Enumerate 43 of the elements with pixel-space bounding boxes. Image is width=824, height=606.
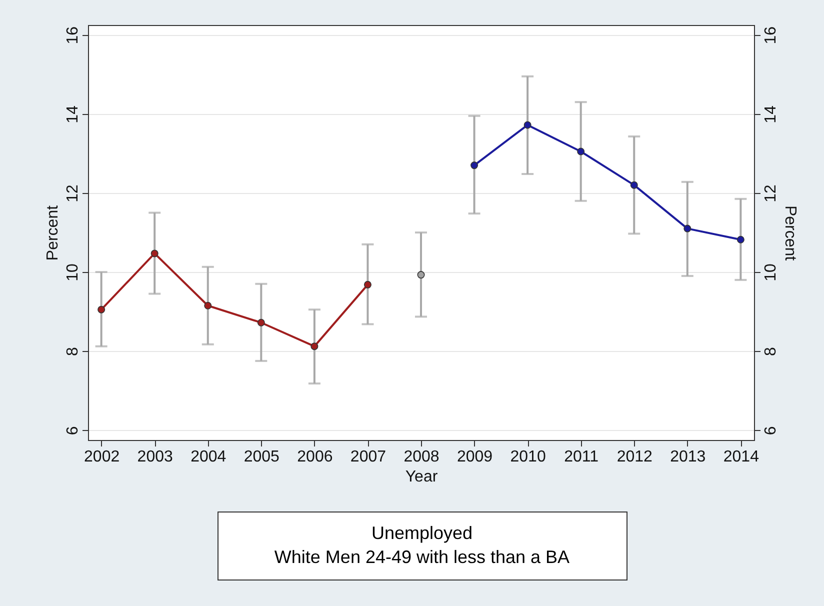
y2-tick-label: 6	[762, 426, 780, 436]
y2-tick-label: 10	[762, 264, 780, 282]
text: Unemployed	[371, 523, 473, 543]
point	[577, 148, 585, 156]
x-tick-label: 2010	[510, 448, 546, 466]
x-tick-label: 2009	[456, 448, 493, 466]
point	[470, 162, 478, 170]
point	[257, 318, 265, 326]
y2-tick-label: 8	[762, 347, 780, 356]
y2-tick-label: 16	[762, 26, 780, 44]
text: White Men 24-49 with less than a BA	[274, 547, 570, 567]
x-axis-title: Year	[405, 468, 438, 486]
point	[364, 280, 372, 288]
y-tick-label: 6	[64, 426, 82, 436]
x-tick-label: 2008	[404, 448, 440, 466]
point	[524, 121, 532, 129]
y-tick-label: 8	[64, 347, 82, 356]
y2-axis-title: Percent	[782, 205, 798, 262]
point	[736, 236, 744, 244]
point	[630, 181, 638, 189]
x-tick-label: 2012	[616, 448, 653, 466]
point	[204, 302, 212, 310]
y-tick-label: 10	[64, 264, 82, 282]
point	[684, 224, 692, 232]
point	[310, 342, 318, 350]
y-axis-title: Percent	[44, 204, 62, 261]
point	[150, 250, 158, 258]
y2-tick-label: 12	[762, 184, 780, 202]
x-tick-label: 2004	[190, 448, 226, 466]
y-tick-label: 14	[64, 105, 82, 124]
x-tick-label: 2011	[564, 448, 599, 466]
x-tick-label: 2005	[244, 448, 280, 466]
point	[417, 271, 425, 279]
x-tick-label: 2006	[297, 448, 333, 466]
x-tick-label: 2002	[84, 448, 120, 466]
x-tick-label: 2003	[137, 448, 173, 466]
y-tick-label: 16	[64, 26, 82, 44]
point	[98, 306, 106, 314]
x-tick-label: 2013	[670, 448, 706, 466]
y2-tick-label: 14	[762, 105, 780, 124]
x-tick-label: 2007	[350, 448, 386, 466]
x-tick-label: 2014	[723, 448, 760, 466]
y-tick-label: 12	[64, 184, 82, 202]
